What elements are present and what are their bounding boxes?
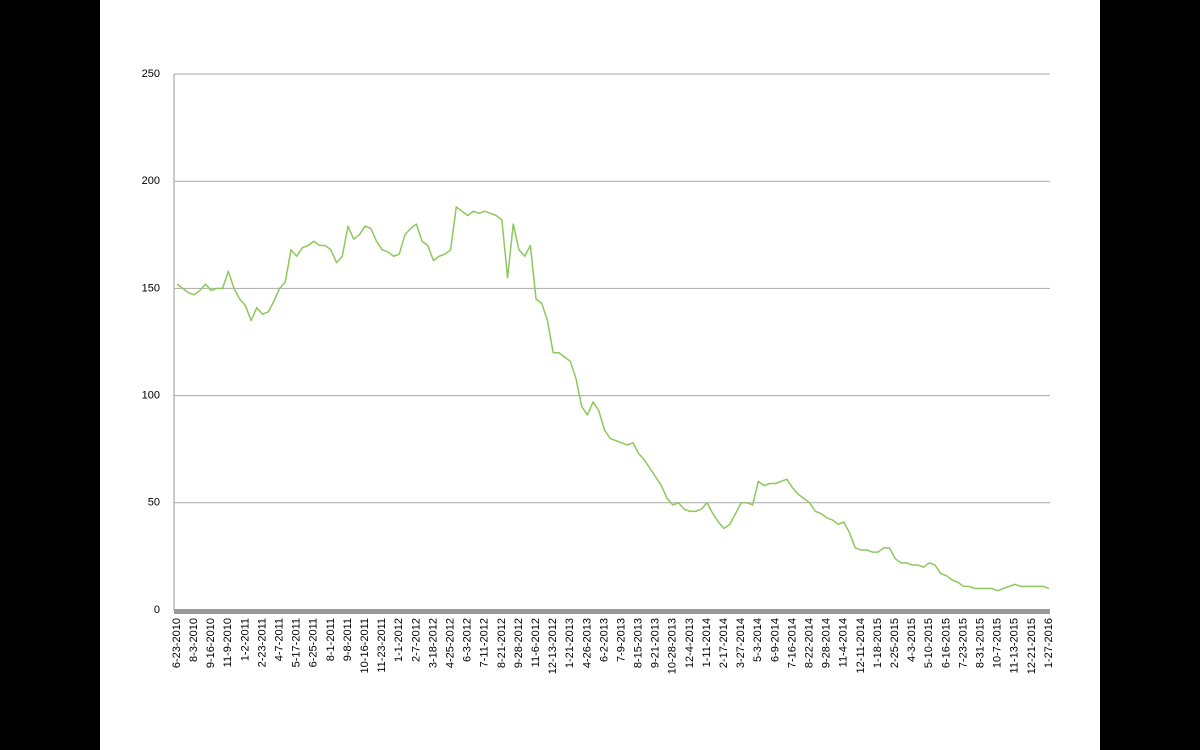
x-tick-label: 4-7-2011: [273, 618, 285, 661]
x-tick-label: 9-21-2013: [650, 618, 662, 668]
x-tick-label: 9-28-2012: [513, 618, 525, 668]
y-tick-label: 150: [142, 282, 160, 294]
x-tick-label: 8-21-2012: [496, 618, 508, 668]
x-tick-label: 11-6-2012: [530, 618, 542, 667]
x-tick-label: 1-18-2015: [872, 618, 884, 668]
chart-background: [100, 0, 1100, 750]
x-tick-label: 12-11-2014: [855, 618, 867, 673]
x-tick-label: 2-25-2015: [889, 618, 901, 668]
x-tick-label: 12-4-2013: [684, 618, 696, 668]
y-tick-label: 0: [154, 604, 160, 616]
x-tick-label: 6-2-2013: [598, 618, 610, 662]
y-tick-label: 200: [142, 175, 160, 187]
x-tick-label: 2-17-2014: [718, 618, 730, 668]
x-tick-label: 1-27-2016: [1043, 618, 1055, 668]
x-tick-label: 6-25-2011: [308, 618, 320, 667]
x-tick-label: 7-9-2013: [615, 618, 627, 662]
x-tick-label: 1-1-2012: [393, 618, 405, 662]
x-tick-label: 8-3-2010: [188, 618, 200, 662]
x-tick-label: 4-26-2013: [581, 618, 593, 668]
x-axis: [174, 609, 1050, 614]
x-tick-label: 11-4-2014: [838, 618, 850, 667]
x-tick-label: 12-21-2015: [1026, 618, 1038, 674]
x-tick-label: 7-16-2014: [786, 618, 798, 668]
x-tick-label: 3-27-2014: [735, 618, 747, 668]
x-tick-label: 8-31-2015: [975, 618, 987, 668]
data-line: [176, 206, 1050, 592]
y-tick-label: 250: [142, 68, 160, 80]
x-tick-label: 4-25-2012: [444, 618, 456, 668]
x-tick-label: 3-18-2012: [427, 618, 439, 668]
x-tick-label: 9-28-2014: [821, 618, 833, 668]
x-tick-label: 7-23-2015: [957, 618, 969, 668]
x-tick-label: 4-3-2015: [906, 618, 918, 662]
x-tick-label: 1-11-2014: [701, 618, 713, 667]
y-tick-label: 50: [148, 497, 160, 509]
x-tick-label: 6-3-2012: [462, 618, 474, 662]
x-tick-label: 11-9-2010: [222, 618, 234, 667]
x-tick-label: 6-9-2014: [769, 618, 781, 662]
x-tick-label: 1-2-2011: [239, 618, 251, 661]
x-tick-label: 5-3-2014: [752, 618, 764, 662]
x-tick-label: 5-17-2011: [291, 618, 303, 667]
y-tick-label: 100: [142, 390, 160, 402]
x-tick-label: 2-7-2012: [410, 618, 422, 662]
x-tick-label: 11-13-2015: [1009, 618, 1021, 673]
x-tick-label: 9-8-2011: [342, 618, 354, 661]
x-tick-label: 10-16-2011: [359, 618, 371, 673]
x-tick-label: 7-11-2012: [479, 618, 491, 667]
x-tick-label: 8-22-2014: [804, 618, 816, 668]
x-tick-label: 8-1-2011: [325, 618, 337, 661]
x-tick-label: 2-23-2011: [256, 618, 268, 667]
x-tick-label: 12-13-2012: [547, 618, 559, 674]
x-tick-label: 5-10-2015: [923, 618, 935, 668]
x-tick-label: 6-23-2010: [171, 618, 183, 668]
x-tick-label: 1-21-2013: [564, 618, 576, 668]
x-tick-label: 8-15-2013: [633, 618, 645, 668]
x-tick-label: 11-23-2011: [376, 618, 388, 673]
x-tick-label: 9-16-2010: [205, 618, 217, 668]
x-tick-label: 6-16-2015: [940, 618, 952, 668]
x-tick-label: 10-7-2015: [992, 618, 1004, 668]
x-tick-label: 10-28-2013: [667, 618, 679, 674]
